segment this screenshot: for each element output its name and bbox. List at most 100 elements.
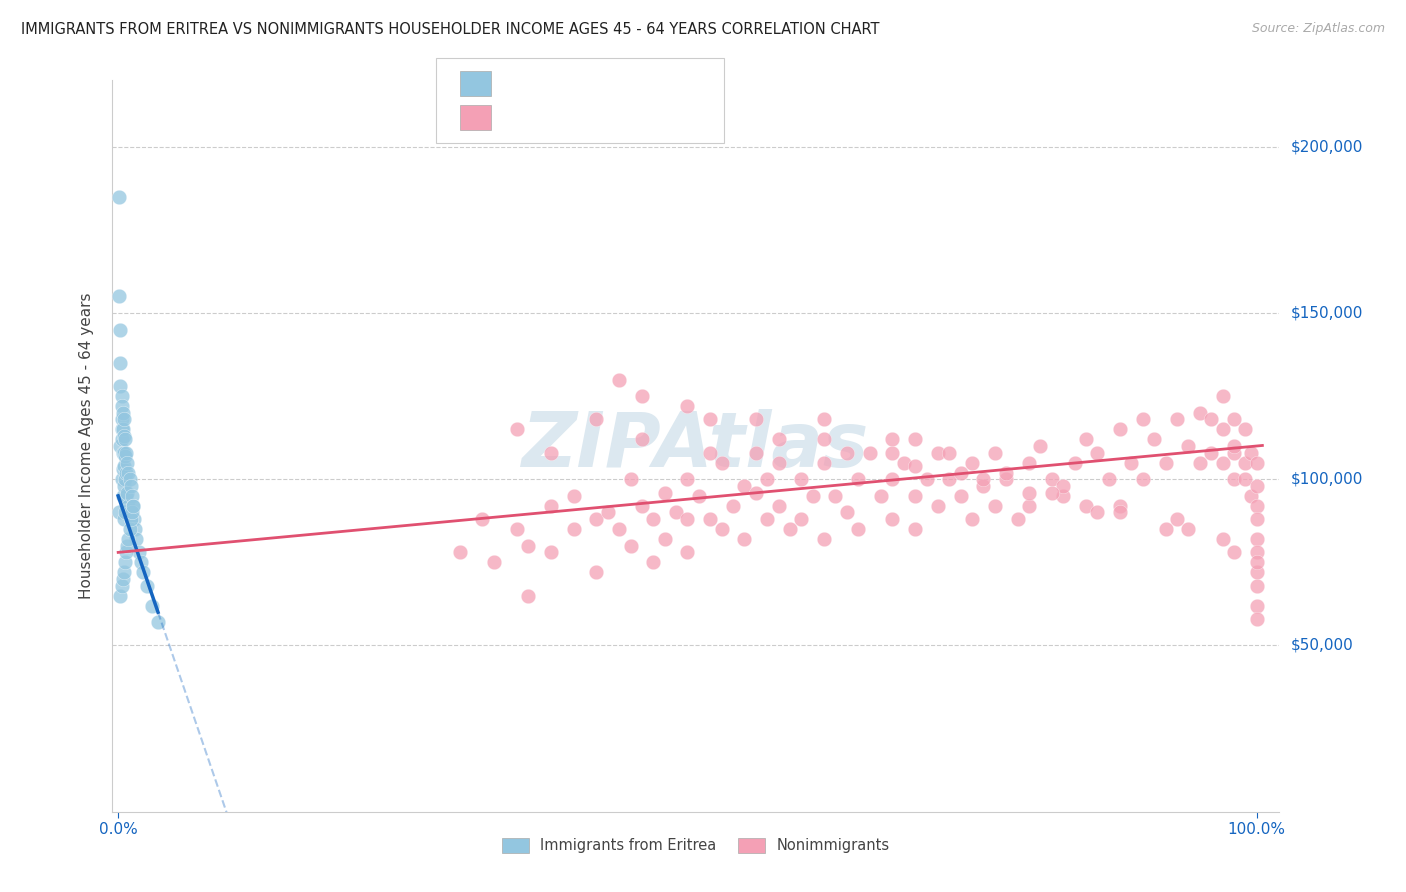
Point	[110, 472, 132, 486]
Text: R =: R =	[501, 76, 531, 91]
Point	[1085, 506, 1108, 520]
Point	[813, 456, 835, 470]
Point	[111, 445, 134, 459]
Point	[1223, 445, 1246, 459]
Point	[129, 555, 152, 569]
Legend: Immigrants from Eritrea, Nonimmigrants: Immigrants from Eritrea, Nonimmigrants	[496, 831, 896, 859]
Point	[813, 412, 835, 426]
Text: N =: N =	[602, 110, 634, 125]
Point	[1246, 599, 1268, 613]
Text: $50,000: $50,000	[1291, 638, 1354, 653]
Point	[1154, 456, 1177, 470]
Point	[117, 466, 139, 480]
Point	[1199, 412, 1222, 426]
Point	[1121, 456, 1143, 470]
Point	[756, 512, 779, 526]
Point	[1074, 433, 1097, 447]
Point	[1098, 472, 1121, 486]
Point	[733, 532, 755, 546]
Point	[1246, 555, 1268, 569]
Point	[118, 522, 141, 536]
Point	[585, 412, 607, 426]
Point	[111, 422, 134, 436]
Point	[710, 522, 733, 536]
Point	[835, 506, 858, 520]
Point	[1166, 412, 1188, 426]
Point	[112, 429, 135, 443]
Point	[1188, 456, 1211, 470]
Point	[1177, 439, 1199, 453]
Point	[1188, 406, 1211, 420]
Point	[972, 479, 994, 493]
Text: IMMIGRANTS FROM ERITREA VS NONIMMIGRANTS HOUSEHOLDER INCOME AGES 45 - 64 YEARS C: IMMIGRANTS FROM ERITREA VS NONIMMIGRANTS…	[21, 22, 880, 37]
Point	[882, 433, 904, 447]
Point	[1246, 545, 1268, 559]
Text: $200,000: $200,000	[1291, 139, 1362, 154]
Point	[904, 489, 927, 503]
Point	[995, 466, 1018, 480]
Point	[121, 489, 143, 503]
Point	[1109, 422, 1132, 436]
Point	[517, 539, 540, 553]
Point	[858, 445, 880, 459]
Point	[1234, 456, 1257, 470]
Point	[141, 599, 163, 613]
Point	[110, 412, 132, 426]
Point	[1246, 532, 1268, 546]
Point	[607, 522, 630, 536]
Point	[112, 458, 135, 473]
Point	[111, 462, 134, 476]
Text: Source: ZipAtlas.com: Source: ZipAtlas.com	[1251, 22, 1385, 36]
Y-axis label: Householder Income Ages 45 - 64 years: Householder Income Ages 45 - 64 years	[79, 293, 94, 599]
Text: R =: R =	[501, 110, 531, 125]
Point	[745, 412, 768, 426]
Point	[619, 472, 641, 486]
Point	[112, 445, 135, 459]
Point	[904, 522, 927, 536]
Point	[1029, 439, 1052, 453]
Point	[1040, 485, 1063, 500]
Point	[870, 489, 893, 503]
Point	[110, 389, 132, 403]
Point	[124, 522, 146, 536]
Point	[710, 456, 733, 470]
Point	[1074, 499, 1097, 513]
Point	[1063, 456, 1085, 470]
Point	[938, 472, 960, 486]
Point	[120, 512, 142, 526]
Point	[505, 522, 527, 536]
Point	[779, 522, 801, 536]
Point	[1246, 566, 1268, 580]
Point	[1018, 499, 1040, 513]
Point	[540, 499, 562, 513]
Point	[801, 489, 824, 503]
Point	[112, 512, 135, 526]
Point	[117, 532, 139, 546]
Point	[960, 512, 983, 526]
Point	[540, 445, 562, 459]
Point	[128, 545, 150, 559]
Point	[1246, 512, 1268, 526]
Point	[882, 445, 904, 459]
Point	[1166, 512, 1188, 526]
Point	[1212, 389, 1234, 403]
Point	[1199, 445, 1222, 459]
Text: 62: 62	[638, 76, 657, 91]
Point	[882, 472, 904, 486]
Point	[117, 456, 139, 470]
Point	[471, 512, 494, 526]
Point	[984, 445, 1007, 459]
Point	[768, 433, 790, 447]
Text: N =: N =	[602, 76, 634, 91]
Point	[114, 472, 136, 486]
Point	[1177, 522, 1199, 536]
Point	[1246, 579, 1268, 593]
Text: -0.343: -0.343	[540, 76, 586, 91]
Point	[121, 506, 143, 520]
Point	[631, 389, 654, 403]
Point	[1246, 612, 1268, 626]
Point	[745, 445, 768, 459]
Point	[110, 433, 132, 447]
Point	[960, 456, 983, 470]
Point	[927, 499, 949, 513]
